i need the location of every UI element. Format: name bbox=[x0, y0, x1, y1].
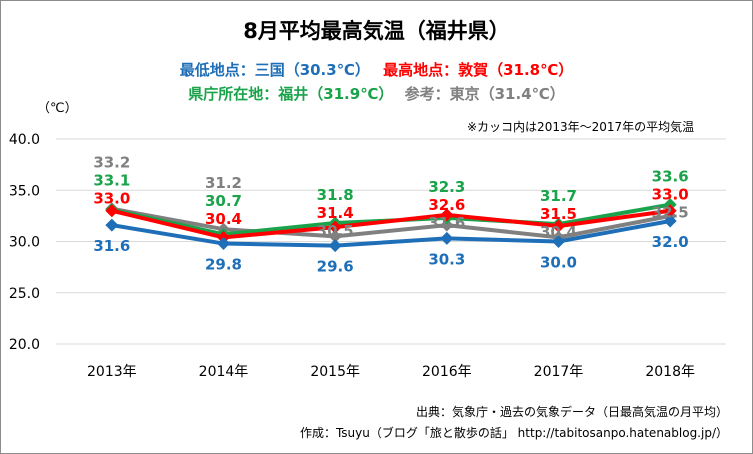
data-label: 30.3 bbox=[428, 250, 465, 268]
data-label: 31.5 bbox=[540, 205, 577, 223]
x-tick-label: 2015年 bbox=[310, 364, 360, 380]
data-label: 30.4 bbox=[205, 210, 242, 228]
series-marker-3 bbox=[440, 231, 454, 245]
subtitle-low-point: 最低地点：三国（30.3℃） bbox=[179, 61, 370, 79]
data-label: 31.7 bbox=[540, 187, 577, 205]
subtitle-high-point: 最高地点：敦賀（31.8℃） bbox=[383, 61, 574, 79]
data-label: 30.5 bbox=[317, 222, 354, 240]
x-tick-label: 2017年 bbox=[534, 364, 584, 380]
data-label: 32.5 bbox=[652, 204, 689, 222]
data-label: 31.4 bbox=[317, 204, 354, 222]
series-marker-3 bbox=[663, 214, 677, 228]
chart-note: ※カッコ内は2013年～2017年の平均気温 bbox=[467, 120, 695, 134]
data-label: 33.0 bbox=[93, 190, 130, 208]
subtitle-capital: 県庁所在地：福井（31.9℃） bbox=[188, 85, 394, 103]
series-marker-0 bbox=[328, 229, 342, 243]
series-marker-3 bbox=[105, 218, 119, 232]
series-line-3 bbox=[111, 219, 671, 248]
data-label: 30.4 bbox=[540, 223, 577, 241]
data-label: 31.2 bbox=[205, 174, 242, 192]
data-label: 33.1 bbox=[93, 172, 130, 190]
y-tick-label: 20.0 bbox=[9, 337, 40, 353]
x-tick-label: 2013年 bbox=[87, 364, 137, 380]
data-label: 33.0 bbox=[652, 186, 689, 204]
y-tick-label: 40.0 bbox=[9, 132, 40, 148]
data-label: 32.3 bbox=[428, 178, 465, 196]
data-label: 29.8 bbox=[205, 256, 242, 274]
data-label: 33.2 bbox=[93, 154, 130, 172]
data-label: 32.6 bbox=[428, 196, 465, 214]
data-label: 31.6 bbox=[428, 214, 465, 232]
series-marker-2 bbox=[552, 219, 565, 233]
series-line-0 bbox=[111, 206, 671, 240]
series-line-2 bbox=[111, 208, 671, 240]
series-marker-3 bbox=[328, 239, 342, 253]
source-credit: 出典：気象庁・過去の気象データ（日最高気温の月平均） bbox=[415, 405, 728, 419]
x-tick-label: 2014年 bbox=[199, 364, 249, 380]
y-tick-label: 25.0 bbox=[9, 286, 40, 302]
subtitle-line-2: 県庁所在地：福井（31.9℃） 参考：東京（31.4℃） bbox=[1, 83, 752, 104]
subtitle-reference-tokyo: 東京（31.4℃） bbox=[449, 85, 565, 103]
series-marker-2 bbox=[105, 204, 119, 218]
series-marker-2 bbox=[663, 204, 677, 218]
data-label: 30.7 bbox=[205, 192, 242, 210]
series-marker-2 bbox=[440, 208, 454, 222]
x-tick-label: 2016年 bbox=[422, 364, 472, 380]
series-marker-3 bbox=[217, 237, 230, 251]
data-label: 33.6 bbox=[652, 168, 689, 186]
y-tick-label: 30.0 bbox=[9, 235, 40, 251]
chart-title: 8月平均最高気温（福井県） bbox=[243, 19, 510, 43]
y-tick-label: 35.0 bbox=[9, 183, 40, 199]
series-marker-3 bbox=[552, 235, 565, 248]
subtitle-line-1: 最低地点：三国（30.3℃） 最高地点：敦賀（31.8℃） bbox=[1, 59, 752, 80]
data-label: 31.8 bbox=[317, 186, 354, 204]
data-label: 31.6 bbox=[93, 237, 130, 255]
x-tick-label: 2018年 bbox=[645, 364, 695, 380]
data-label: 32.0 bbox=[652, 233, 689, 251]
y-axis-unit: （℃） bbox=[37, 101, 78, 116]
author-credit: 作成：Tsuyu（ブログ「旅と散歩の話」 http://tabitosanpo.… bbox=[299, 426, 728, 440]
series-marker-2 bbox=[328, 220, 342, 234]
data-label: 30.0 bbox=[540, 254, 577, 272]
data-label: 29.6 bbox=[317, 258, 354, 276]
series-marker-0 bbox=[440, 218, 454, 232]
subtitle-reference-label: 参考： bbox=[404, 85, 450, 103]
